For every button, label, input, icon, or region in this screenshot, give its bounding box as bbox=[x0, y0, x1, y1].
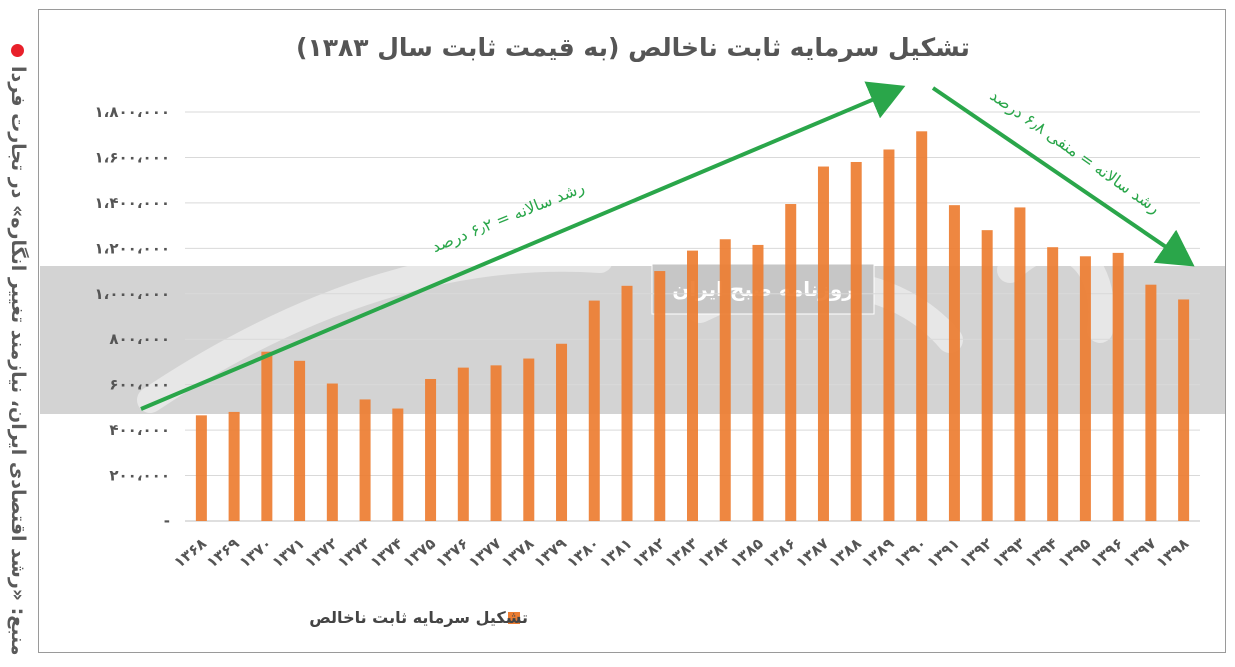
trend-arrow-down bbox=[931, 86, 1195, 267]
y-tick-label: ۶۰۰،۰۰۰ bbox=[109, 376, 170, 394]
x-tick-label: ۱۳۷۷ bbox=[465, 534, 505, 571]
x-tick-label: ۱۳۸۰ bbox=[563, 534, 603, 571]
y-tick-label: ۱،۸۰۰،۰۰۰ bbox=[95, 103, 170, 121]
bar bbox=[294, 360, 306, 521]
x-tick-label: ۱۳۸۳ bbox=[661, 534, 701, 571]
y-tick-label: ۴۰۰،۰۰۰ bbox=[109, 421, 170, 439]
x-tick-label: ۱۳۷۶ bbox=[432, 534, 472, 571]
bar bbox=[654, 271, 666, 521]
y-tick-label: - bbox=[164, 512, 170, 530]
bar bbox=[883, 149, 895, 521]
y-tick-label: ۱،۶۰۰،۰۰۰ bbox=[95, 148, 170, 166]
bar bbox=[752, 244, 764, 522]
x-tick-label: ۱۳۸۷ bbox=[792, 534, 832, 571]
bar bbox=[1079, 256, 1091, 521]
bar bbox=[621, 285, 633, 521]
y-tick-label: ۸۰۰،۰۰۰ bbox=[109, 330, 170, 348]
bar bbox=[457, 367, 469, 521]
y-tick-label: ۱،۰۰۰،۰۰۰ bbox=[95, 285, 170, 303]
x-tick-label: ۱۳۸۵ bbox=[727, 534, 767, 571]
x-tick-label: ۱۳۸۹ bbox=[858, 534, 898, 571]
bar bbox=[1014, 207, 1026, 521]
bar bbox=[326, 383, 338, 521]
bar bbox=[948, 205, 960, 521]
trend-arrow-up bbox=[140, 81, 906, 411]
bar bbox=[1145, 284, 1157, 521]
x-tick-label: ۱۳۹۲ bbox=[956, 534, 996, 571]
x-tick-label: ۱۳۷۸ bbox=[498, 534, 538, 571]
x-tick-label: ۱۳۷۹ bbox=[530, 534, 570, 571]
bar bbox=[916, 131, 928, 521]
bar bbox=[425, 378, 437, 521]
bar bbox=[981, 230, 993, 521]
x-tick-label: ۱۳۷۴ bbox=[367, 534, 407, 571]
chart-title: تشکیل سرمایه ثابت ناخالص (به قیمت ثابت س… bbox=[296, 33, 970, 63]
y-tick-label: ۲۰۰،۰۰۰ bbox=[109, 467, 170, 485]
bar bbox=[687, 250, 698, 521]
bar bbox=[1112, 252, 1124, 521]
trend-label-down: رشد سالانه = منفی ۶٫۸ درصد bbox=[986, 86, 1164, 219]
x-tick-label: ۱۳۹۰ bbox=[891, 534, 931, 571]
x-tick-label: ۱۳۹۸ bbox=[1153, 534, 1193, 571]
x-tick-label: ۱۳۹۱ bbox=[923, 534, 963, 571]
x-tick-label: ۱۳۸۲ bbox=[629, 534, 669, 571]
x-tick-label: ۱۳۷۲ bbox=[301, 534, 341, 571]
x-tick-label: ۱۳۹۶ bbox=[1087, 534, 1127, 571]
bar bbox=[556, 343, 568, 521]
x-tick-label: ۱۳۸۴ bbox=[694, 534, 734, 571]
x-tick-label: ۱۳۹۷ bbox=[1120, 534, 1160, 571]
bar bbox=[490, 365, 502, 521]
bar bbox=[785, 204, 797, 521]
y-tick-label: ۱،۴۰۰،۰۰۰ bbox=[95, 194, 170, 212]
bar bbox=[392, 408, 404, 521]
x-tick-label: ۱۳۸۱ bbox=[596, 534, 636, 571]
x-tick-label: ۱۳۸۶ bbox=[760, 534, 800, 571]
bar bbox=[195, 415, 207, 521]
x-tick-label: ۱۳۹۴ bbox=[1022, 534, 1062, 571]
x-tick-label: ۱۳۷۰ bbox=[236, 534, 276, 571]
x-tick-label: ۱۳۸۸ bbox=[825, 534, 865, 571]
bar bbox=[359, 399, 371, 521]
x-tick-label: ۱۳۷۵ bbox=[400, 534, 440, 571]
x-tick-label: ۱۳۶۹ bbox=[203, 534, 243, 571]
watermark-logo-shape bbox=[137, 167, 1115, 413]
x-tick-label: ۱۳۶۸ bbox=[170, 534, 210, 571]
bar bbox=[261, 351, 273, 521]
bar bbox=[588, 300, 600, 521]
bar bbox=[817, 166, 829, 522]
bar bbox=[1178, 299, 1190, 521]
x-tick-label: ۱۳۹۳ bbox=[989, 534, 1029, 571]
x-axis-ticks: ۱۳۶۸۱۳۶۹۱۳۷۰۱۳۷۱۱۳۷۲۱۳۷۳۱۳۷۴۱۳۷۵۱۳۷۶۱۳۷۷… bbox=[170, 534, 1192, 571]
bar bbox=[850, 161, 862, 521]
bar bbox=[719, 239, 731, 521]
bar bbox=[228, 411, 240, 521]
x-tick-label: ۱۳۹۵ bbox=[1054, 534, 1094, 571]
legend-label: تشکیل سرمایه ثابت ناخالص bbox=[309, 608, 528, 627]
x-tick-label: ۱۳۷۳ bbox=[334, 534, 374, 571]
y-tick-label: ۱،۲۰۰،۰۰۰ bbox=[95, 239, 170, 257]
x-tick-label: ۱۳۷۱ bbox=[269, 534, 309, 571]
bar bbox=[523, 358, 535, 521]
bar bbox=[1047, 247, 1059, 522]
source-marker-dot bbox=[11, 44, 24, 57]
legend-swatch bbox=[508, 612, 520, 624]
y-axis-ticks: ۱،۸۰۰،۰۰۰ ۱،۶۰۰،۰۰۰ ۱،۴۰۰،۰۰۰ ۱،۲۰۰،۰۰۰ ۱،۰۰… bbox=[95, 103, 170, 530]
bars-series bbox=[195, 131, 1190, 522]
